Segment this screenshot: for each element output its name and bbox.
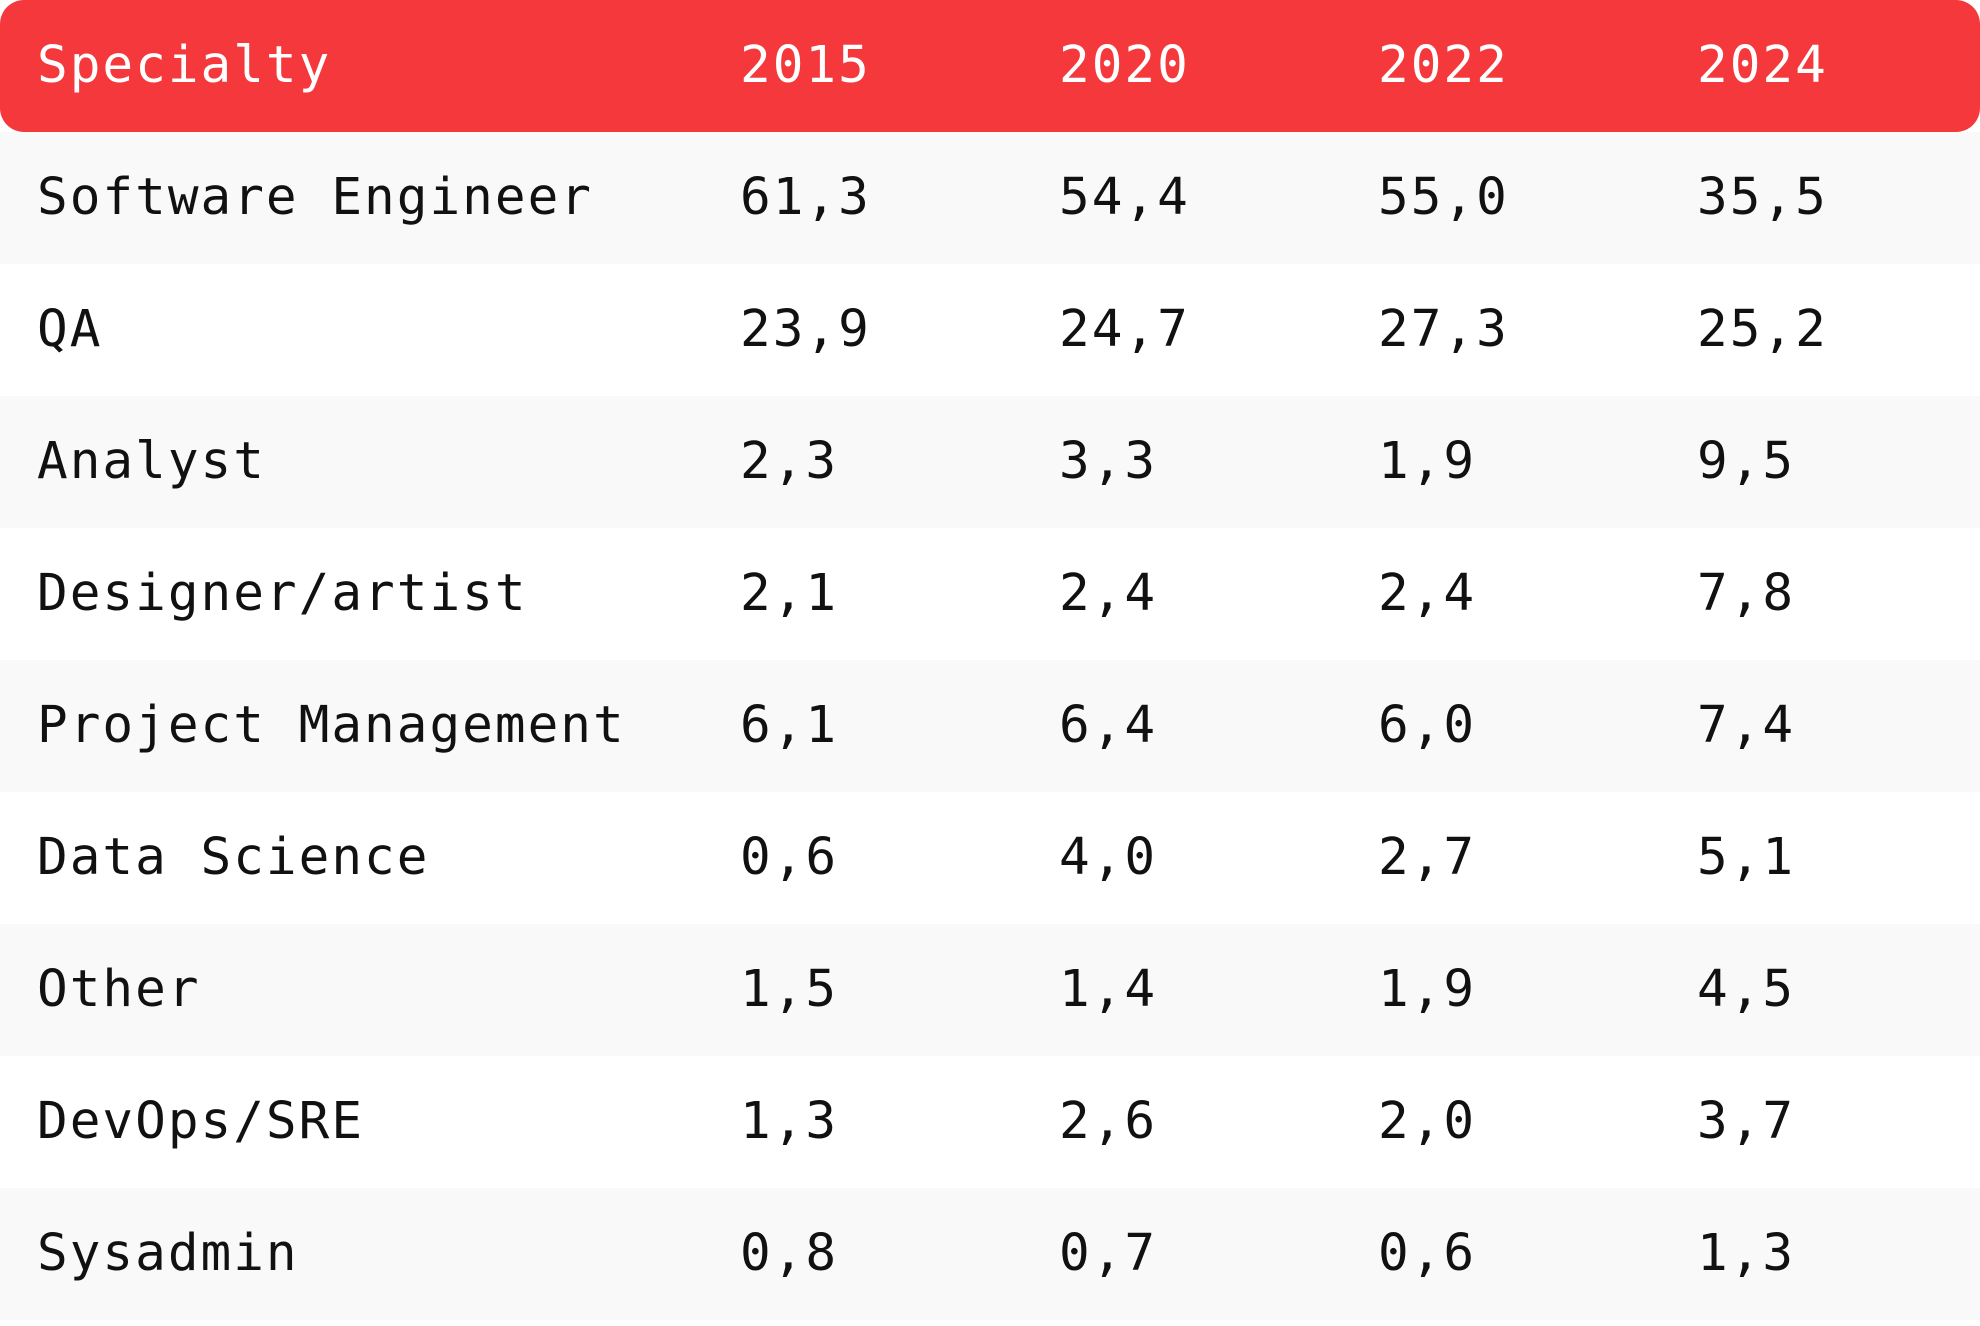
value-cell: 54,4 — [1059, 168, 1190, 227]
value-cell: 24,7 — [1059, 300, 1190, 359]
value-cell: 3,3 — [1059, 432, 1158, 491]
specialty-cell: DevOps/SRE — [37, 1092, 365, 1151]
value-cell: 7,4 — [1697, 696, 1796, 755]
value-cell: 0,6 — [740, 828, 839, 887]
value-cell: 2,1 — [740, 564, 839, 623]
value-cell: 1,5 — [740, 960, 839, 1019]
table-row: Sysadmin 0,8 0,7 0,6 1,3 — [0, 1188, 1980, 1320]
table-row: DevOps/SRE 1,3 2,6 2,0 3,7 — [0, 1056, 1980, 1188]
header-cell-specialty: Specialty — [37, 36, 332, 95]
value-cell: 0,8 — [740, 1224, 839, 1283]
value-cell: 4,0 — [1059, 828, 1158, 887]
value-cell: 1,9 — [1378, 432, 1477, 491]
specialty-cell: Sysadmin — [37, 1224, 299, 1283]
value-cell: 4,5 — [1697, 960, 1796, 1019]
value-cell: 3,7 — [1697, 1092, 1796, 1151]
table-header-row: Specialty 2015 2020 2022 2024 — [0, 0, 1980, 132]
table-row: Other 1,5 1,4 1,9 4,5 — [0, 924, 1980, 1056]
table-row: Designer/artist 2,1 2,4 2,4 7,8 — [0, 528, 1980, 660]
specialty-cell: Other — [37, 960, 201, 1019]
value-cell: 0,6 — [1378, 1224, 1477, 1283]
value-cell: 6,4 — [1059, 696, 1158, 755]
specialty-cell: Software Engineer — [37, 168, 593, 227]
value-cell: 23,9 — [740, 300, 871, 359]
value-cell: 2,4 — [1378, 564, 1477, 623]
value-cell: 1,3 — [740, 1092, 839, 1151]
value-cell: 6,1 — [740, 696, 839, 755]
value-cell: 9,5 — [1697, 432, 1796, 491]
value-cell: 25,2 — [1697, 300, 1828, 359]
specialty-cell: Analyst — [37, 432, 266, 491]
header-cell-2022: 2022 — [1378, 36, 1509, 95]
header-cell-2015: 2015 — [740, 36, 871, 95]
table-row: Project Management 6,1 6,4 6,0 7,4 — [0, 660, 1980, 792]
value-cell: 55,0 — [1378, 168, 1509, 227]
specialty-cell: QA — [37, 300, 103, 359]
value-cell: 2,4 — [1059, 564, 1158, 623]
value-cell: 1,3 — [1697, 1224, 1796, 1283]
specialty-cell: Project Management — [37, 696, 626, 755]
value-cell: 1,9 — [1378, 960, 1477, 1019]
specialty-cell: Data Science — [37, 828, 430, 887]
table-row: Analyst 2,3 3,3 1,9 9,5 — [0, 396, 1980, 528]
value-cell: 0,7 — [1059, 1224, 1158, 1283]
value-cell: 2,6 — [1059, 1092, 1158, 1151]
value-cell: 1,4 — [1059, 960, 1158, 1019]
value-cell: 2,0 — [1378, 1092, 1477, 1151]
value-cell: 27,3 — [1378, 300, 1509, 359]
value-cell: 6,0 — [1378, 696, 1477, 755]
header-cell-2024: 2024 — [1697, 36, 1828, 95]
header-cell-2020: 2020 — [1059, 36, 1190, 95]
value-cell: 5,1 — [1697, 828, 1796, 887]
specialty-cell: Designer/artist — [37, 564, 528, 623]
table-row: Software Engineer 61,3 54,4 55,0 35,5 — [0, 132, 1980, 264]
table-row: Data Science 0,6 4,0 2,7 5,1 — [0, 792, 1980, 924]
value-cell: 61,3 — [740, 168, 871, 227]
table-row: QA 23,9 24,7 27,3 25,2 — [0, 264, 1980, 396]
value-cell: 2,3 — [740, 432, 839, 491]
value-cell: 35,5 — [1697, 168, 1828, 227]
value-cell: 7,8 — [1697, 564, 1796, 623]
value-cell: 2,7 — [1378, 828, 1477, 887]
